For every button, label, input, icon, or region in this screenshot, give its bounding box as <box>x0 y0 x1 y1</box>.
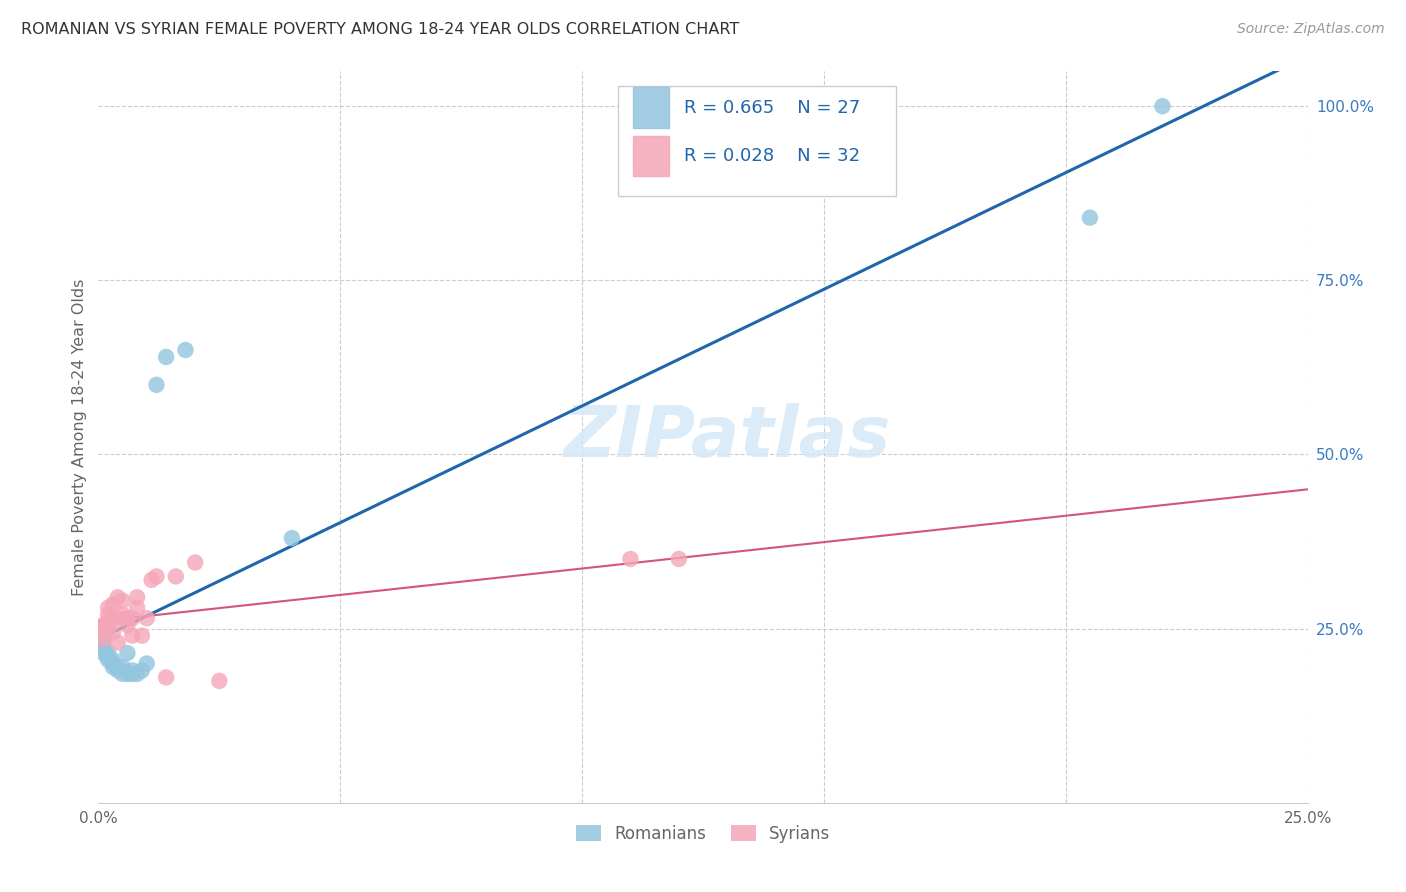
Point <box>107 591 129 605</box>
Point <box>91 618 114 632</box>
Point <box>101 625 124 640</box>
Point <box>155 350 177 364</box>
Point <box>111 594 134 608</box>
Point <box>165 569 187 583</box>
Point <box>117 646 139 660</box>
Point <box>117 667 139 681</box>
Point <box>141 573 163 587</box>
Point <box>107 664 129 678</box>
Point <box>97 607 120 622</box>
Point <box>101 657 124 671</box>
Legend: Romanians, Syrians: Romanians, Syrians <box>569 818 837 849</box>
Bar <box>633 136 669 176</box>
Point <box>668 552 690 566</box>
Point <box>101 660 124 674</box>
Text: ZIPatlas: ZIPatlas <box>564 402 891 472</box>
Point <box>91 646 114 660</box>
Point <box>101 611 124 625</box>
Text: ROMANIAN VS SYRIAN FEMALE POVERTY AMONG 18-24 YEAR OLDS CORRELATION CHART: ROMANIAN VS SYRIAN FEMALE POVERTY AMONG … <box>21 22 740 37</box>
Point <box>91 622 114 636</box>
Point <box>208 673 231 688</box>
FancyBboxPatch shape <box>619 86 897 195</box>
Point <box>91 625 114 640</box>
Point <box>145 569 167 583</box>
Point <box>97 615 120 629</box>
Point <box>121 667 143 681</box>
Point <box>135 657 157 671</box>
Text: R = 0.028    N = 32: R = 0.028 N = 32 <box>683 147 860 165</box>
Point <box>107 611 129 625</box>
Y-axis label: Female Poverty Among 18-24 Year Olds: Female Poverty Among 18-24 Year Olds <box>72 278 87 596</box>
Point <box>281 531 304 545</box>
Point <box>184 556 207 570</box>
Point <box>121 611 143 625</box>
Point <box>91 642 114 657</box>
Point <box>91 632 114 646</box>
Point <box>97 600 120 615</box>
Point <box>131 664 153 678</box>
Point <box>619 552 641 566</box>
Point <box>121 664 143 678</box>
Point <box>174 343 197 357</box>
Point <box>111 667 134 681</box>
Point <box>155 670 177 684</box>
Point <box>111 660 134 674</box>
Point <box>91 635 114 649</box>
Point <box>97 653 120 667</box>
Point <box>101 597 124 611</box>
Point <box>127 667 149 681</box>
Bar <box>633 87 669 128</box>
Point <box>1152 99 1174 113</box>
Point <box>117 618 139 632</box>
Point <box>97 622 120 636</box>
Point <box>107 635 129 649</box>
Point <box>101 653 124 667</box>
Point <box>117 611 139 625</box>
Point <box>121 629 143 643</box>
Point <box>135 611 157 625</box>
Point <box>97 646 120 660</box>
Text: R = 0.665    N = 27: R = 0.665 N = 27 <box>683 99 860 117</box>
Point <box>127 600 149 615</box>
Point <box>91 639 114 653</box>
Point <box>127 591 149 605</box>
Point <box>107 660 129 674</box>
Text: Source: ZipAtlas.com: Source: ZipAtlas.com <box>1237 22 1385 37</box>
Point <box>111 607 134 622</box>
Point <box>1078 211 1101 225</box>
Point <box>97 649 120 664</box>
Point <box>131 629 153 643</box>
Point <box>145 377 167 392</box>
